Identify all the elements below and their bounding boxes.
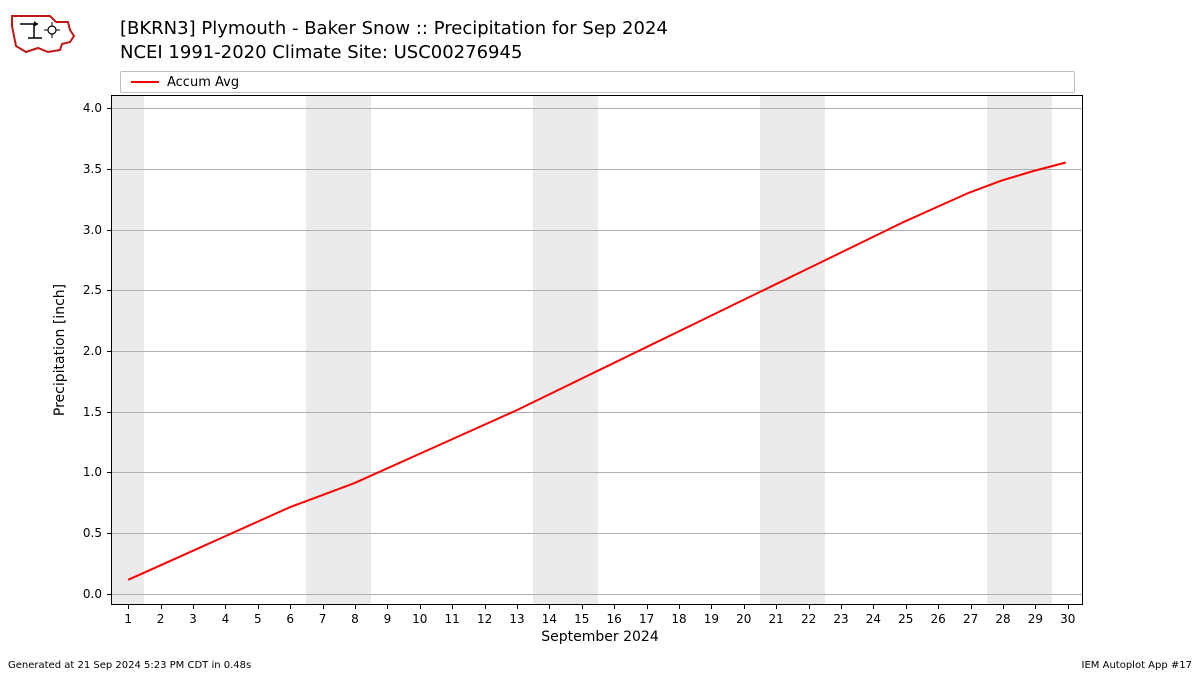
xtick-label: 14 <box>542 612 557 626</box>
xtick-label: 23 <box>833 612 848 626</box>
xtick-label: 25 <box>898 612 913 626</box>
xtick-mark <box>128 604 129 609</box>
xtick-mark <box>485 604 486 609</box>
legend-label: Accum Avg <box>167 75 239 90</box>
xtick-mark <box>161 604 162 609</box>
xtick-label: 8 <box>351 612 359 626</box>
xtick-label: 24 <box>866 612 881 626</box>
xtick-label: 28 <box>995 612 1010 626</box>
y-axis-label: Precipitation [inch] <box>52 284 68 416</box>
xtick-label: 17 <box>639 612 654 626</box>
xtick-label: 3 <box>189 612 197 626</box>
xtick-mark <box>258 604 259 609</box>
legend-swatch <box>131 81 159 83</box>
ytick-label: 2.0 <box>83 344 102 358</box>
ytick-label: 3.0 <box>83 223 102 237</box>
iem-logo <box>8 8 78 56</box>
xtick-label: 9 <box>384 612 392 626</box>
xtick-mark <box>744 604 745 609</box>
chart-title: [BKRN3] Plymouth - Baker Snow :: Precipi… <box>120 17 668 66</box>
xtick-label: 16 <box>607 612 622 626</box>
ytick-label: 3.5 <box>83 162 102 176</box>
footer-generated: Generated at 21 Sep 2024 5:23 PM CDT in … <box>8 660 251 671</box>
xtick-mark <box>906 604 907 609</box>
xtick-mark <box>193 604 194 609</box>
xtick-mark <box>420 604 421 609</box>
xtick-mark <box>711 604 712 609</box>
xtick-label: 13 <box>509 612 524 626</box>
xtick-label: 18 <box>671 612 686 626</box>
xtick-label: 4 <box>222 612 230 626</box>
xtick-label: 1 <box>124 612 132 626</box>
ytick-label: 1.5 <box>83 405 102 419</box>
xtick-mark <box>614 604 615 609</box>
legend: Accum Avg <box>120 71 1075 93</box>
xtick-label: 30 <box>1060 612 1075 626</box>
xtick-label: 6 <box>286 612 294 626</box>
xtick-mark <box>387 604 388 609</box>
xtick-label: 5 <box>254 612 262 626</box>
xtick-label: 20 <box>736 612 751 626</box>
xtick-label: 29 <box>1028 612 1043 626</box>
title-line-2: NCEI 1991-2020 Climate Site: USC00276945 <box>120 41 668 65</box>
ytick-label: 0.0 <box>83 587 102 601</box>
xtick-mark <box>647 604 648 609</box>
xtick-label: 7 <box>319 612 327 626</box>
xtick-label: 2 <box>157 612 165 626</box>
xtick-label: 22 <box>801 612 816 626</box>
xtick-label: 26 <box>931 612 946 626</box>
xtick-mark <box>1068 604 1069 609</box>
footer-app: IEM Autoplot App #17 <box>1082 660 1192 671</box>
xtick-mark <box>873 604 874 609</box>
xtick-mark <box>776 604 777 609</box>
xtick-mark <box>1035 604 1036 609</box>
xtick-mark <box>323 604 324 609</box>
plot-area: 0.00.51.01.52.02.53.03.54.01234567891011… <box>111 95 1083 605</box>
xtick-label: 10 <box>412 612 427 626</box>
xtick-mark <box>679 604 680 609</box>
xtick-mark <box>1003 604 1004 609</box>
xtick-label: 27 <box>963 612 978 626</box>
xtick-label: 11 <box>445 612 460 626</box>
xtick-mark <box>452 604 453 609</box>
xtick-label: 12 <box>477 612 492 626</box>
line-series <box>112 96 1082 604</box>
ytick-label: 2.5 <box>83 283 102 297</box>
xtick-mark <box>841 604 842 609</box>
xtick-mark <box>809 604 810 609</box>
xtick-label: 21 <box>769 612 784 626</box>
xtick-mark <box>582 604 583 609</box>
title-line-1: [BKRN3] Plymouth - Baker Snow :: Precipi… <box>120 17 668 41</box>
x-axis-label: September 2024 <box>0 629 1200 645</box>
xtick-mark <box>517 604 518 609</box>
xtick-mark <box>290 604 291 609</box>
xtick-mark <box>225 604 226 609</box>
ytick-label: 0.5 <box>83 526 102 540</box>
xtick-mark <box>938 604 939 609</box>
xtick-mark <box>355 604 356 609</box>
xtick-label: 15 <box>574 612 589 626</box>
xtick-mark <box>971 604 972 609</box>
ytick-label: 4.0 <box>83 101 102 115</box>
xtick-label: 19 <box>704 612 719 626</box>
xtick-mark <box>549 604 550 609</box>
ytick-label: 1.0 <box>83 465 102 479</box>
